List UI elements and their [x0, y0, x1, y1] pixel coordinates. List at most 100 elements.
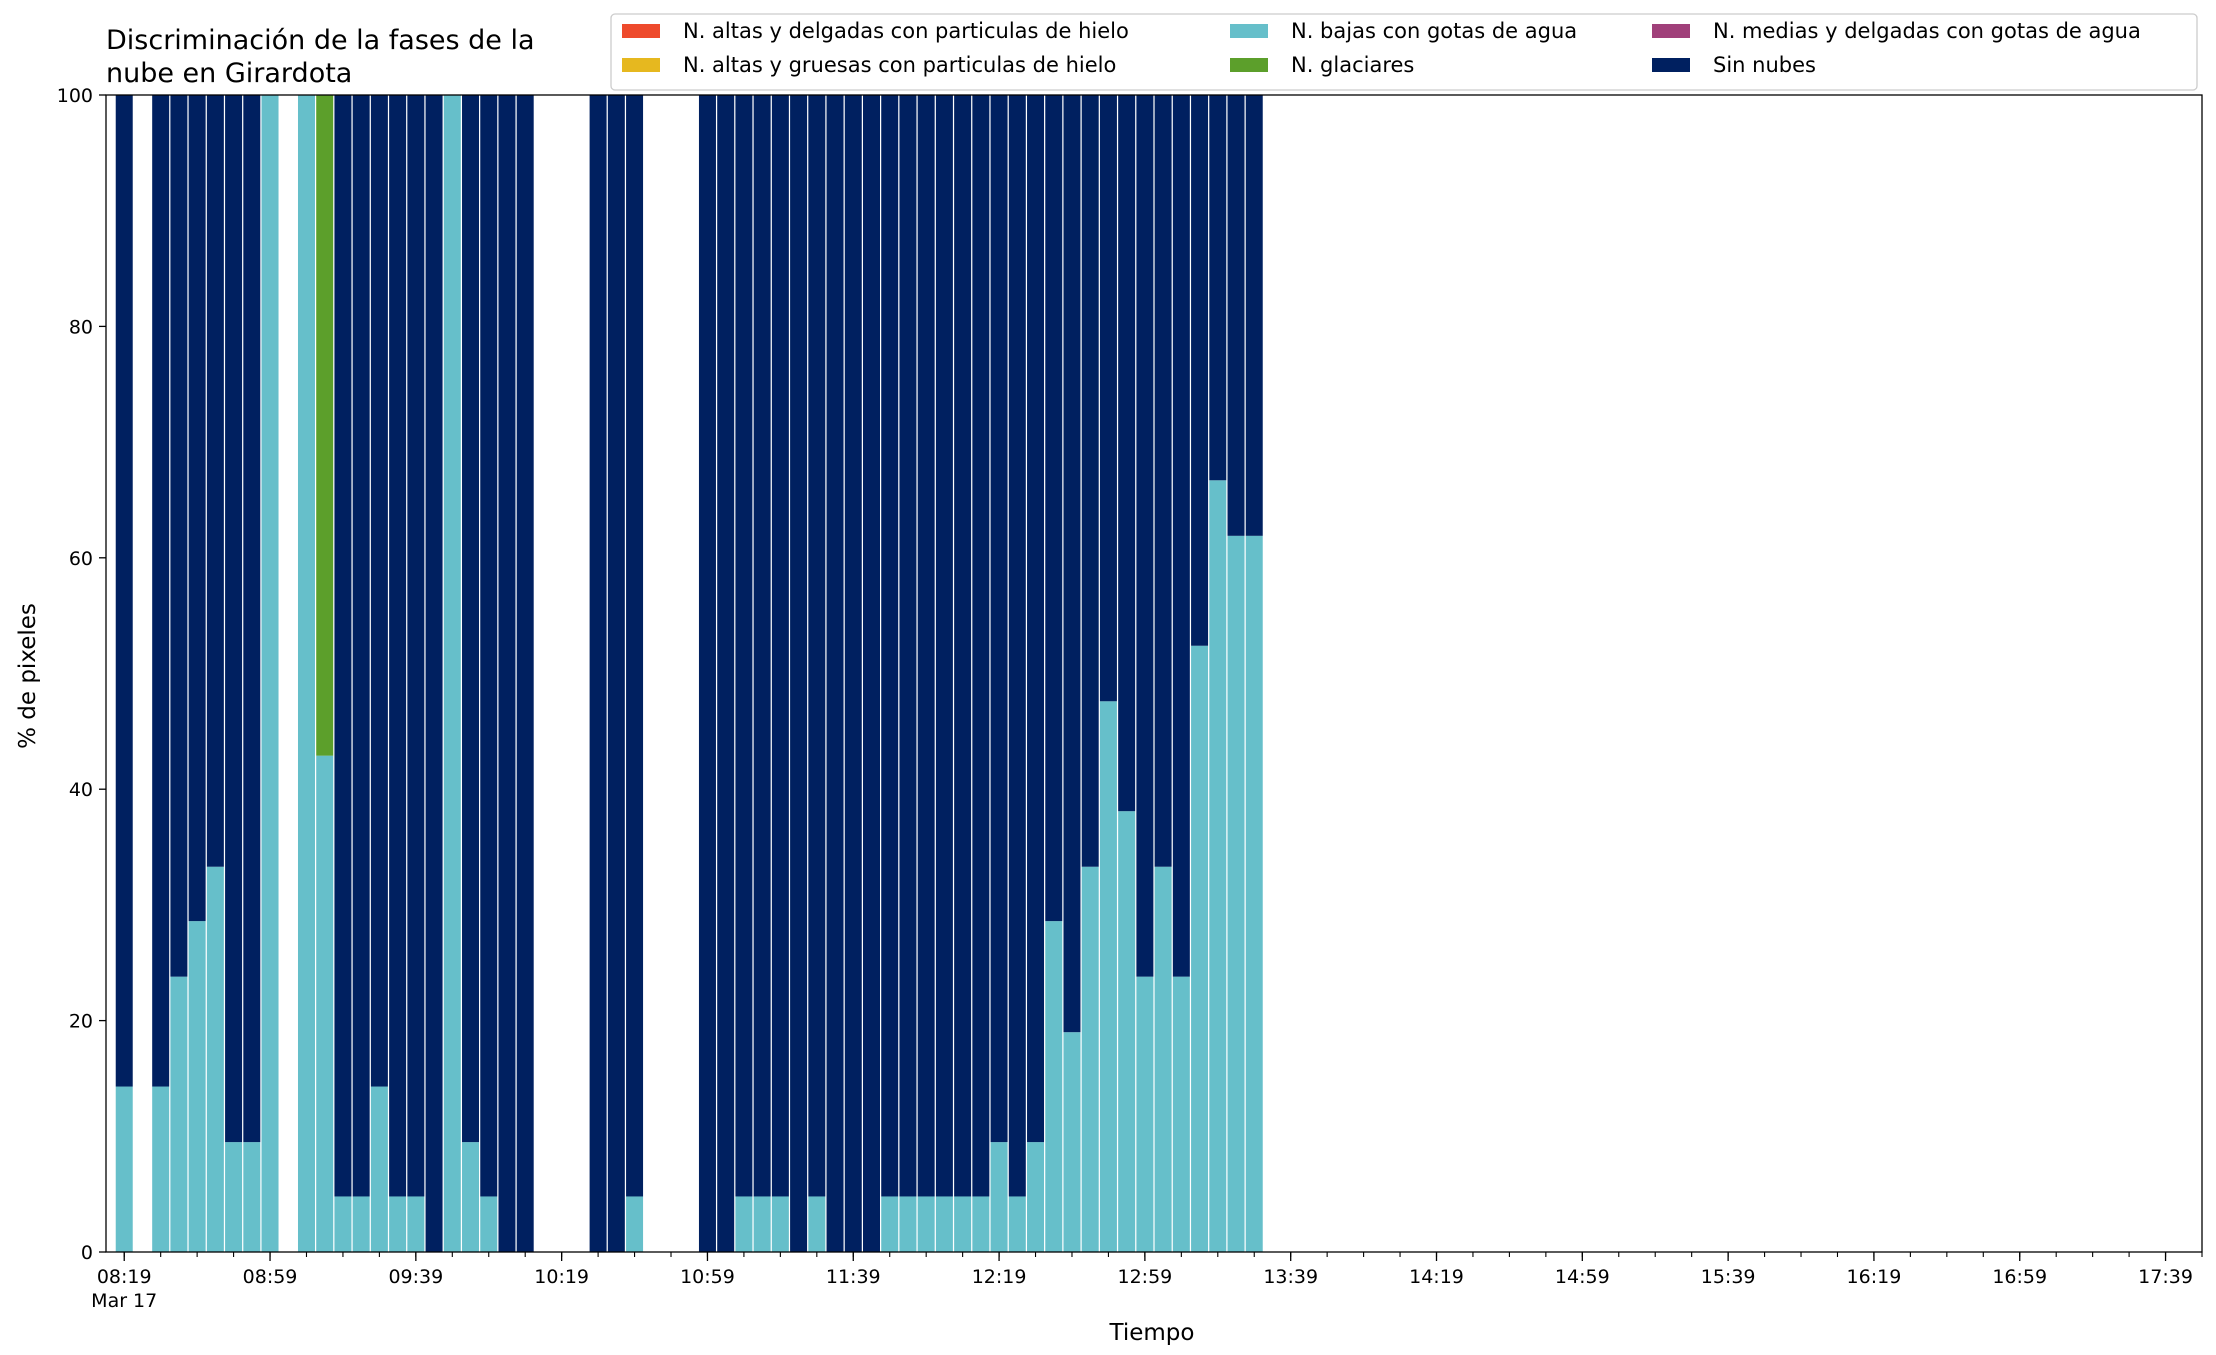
x-tick-label: 08:59 [243, 1266, 298, 1288]
bar-segment [1063, 1032, 1081, 1252]
bar-segment [152, 1086, 170, 1252]
bar-segment [1081, 866, 1099, 1252]
bar-segment [972, 1196, 990, 1252]
bar-segment [225, 1142, 243, 1252]
bar-segment [626, 1196, 644, 1252]
bar-segment [917, 1196, 935, 1252]
bar-segment [152, 95, 170, 1087]
bar-segment [808, 95, 826, 1197]
bar-segment [826, 95, 844, 1252]
bar-segment [735, 95, 753, 1197]
chart-title-line-1: Discriminación de la fases de la [106, 25, 535, 56]
bar-segment [790, 95, 808, 1252]
legend-frame [610, 13, 2198, 91]
x-tick-label: 10:59 [680, 1266, 735, 1288]
legend-swatch [1652, 58, 1690, 72]
bar-segment [626, 95, 644, 1197]
bar-segment [188, 95, 206, 922]
bar-segment [1045, 95, 1063, 922]
x-tick-label: 12:59 [1118, 1266, 1173, 1288]
bar-segment [753, 95, 771, 1197]
bar-segment [917, 95, 935, 1197]
bar-segment [972, 95, 990, 1197]
bar-segment [881, 95, 899, 1197]
bar-segment [717, 95, 735, 1252]
legend-swatch [1230, 24, 1268, 38]
bar-segment [206, 866, 224, 1252]
bar-segment [352, 1196, 370, 1252]
bar-segment [1027, 1142, 1045, 1252]
bar-segment [1209, 480, 1227, 1252]
bar-segment [1099, 701, 1117, 1252]
bar-segment [370, 95, 388, 1087]
legend-swatch [1652, 24, 1690, 38]
y-axis-label: % de pixeles [15, 603, 41, 749]
legend-swatch [1230, 58, 1268, 72]
bar-segment [1118, 95, 1136, 812]
bar-segment [462, 95, 480, 1143]
bar-segment [462, 1142, 480, 1252]
bar-segment [261, 95, 279, 1252]
legend-label: Sin nubes [1713, 53, 1816, 77]
legend-label: N. glaciares [1291, 53, 1414, 77]
x-tick-label: 12:19 [972, 1266, 1027, 1288]
bar-segment [115, 95, 133, 1087]
x-tick-label: 15:39 [1701, 1266, 1756, 1288]
bar-segment [863, 95, 880, 1252]
bar-segment [1172, 976, 1190, 1252]
bar-segment [443, 95, 461, 1252]
x-tick-label: 16:59 [1992, 1266, 2047, 1288]
bar-segment [881, 1196, 899, 1252]
bar-segment [1099, 95, 1117, 702]
bar-segment [1154, 866, 1172, 1252]
bar-segment [170, 976, 188, 1252]
y-tick-label: 100 [57, 85, 93, 107]
y-tick-label: 20 [69, 1011, 93, 1033]
bar-segment [844, 95, 862, 1252]
legend: N. altas y delgadas con particulas de hi… [610, 13, 2198, 91]
x-tick-label: 08:19 [97, 1266, 152, 1288]
bar-segment [1245, 95, 1263, 536]
x-tick-label: 09:39 [388, 1266, 443, 1288]
bar-segment [1227, 95, 1245, 536]
bar-segment [407, 95, 425, 1197]
bar-segment [1008, 95, 1026, 1197]
bars-group [115, 95, 1263, 1252]
bar-segment [334, 95, 352, 1197]
bar-segment [1209, 95, 1227, 481]
legend-label: N. altas y delgadas con particulas de hi… [683, 19, 1129, 43]
bar-segment [170, 95, 188, 977]
bar-segment [1008, 1196, 1026, 1252]
bar-segment [316, 755, 334, 1252]
bar-segment [334, 1196, 352, 1252]
bar-segment [188, 921, 206, 1252]
x-tick-label: 10:19 [534, 1266, 589, 1288]
bar-segment [115, 1086, 133, 1252]
bar-segment [1063, 95, 1081, 1033]
bar-segment [935, 1196, 953, 1252]
bar-segment [771, 1196, 789, 1252]
bar-segment [1136, 95, 1154, 977]
bar-segment [480, 95, 498, 1197]
x-tick-label: 17:39 [2138, 1266, 2193, 1288]
bar-segment [990, 95, 1008, 1143]
legend-label: N. bajas con gotas de agua [1291, 19, 1577, 43]
bar-segment [316, 95, 334, 756]
bar-segment [425, 95, 443, 1252]
bar-segment [808, 1196, 826, 1252]
y-tick-label: 40 [69, 779, 93, 801]
bar-segment [389, 95, 407, 1197]
bar-segment [370, 1086, 388, 1252]
legend-swatch [622, 24, 660, 38]
bar-segment [899, 95, 917, 1197]
bar-segment [243, 95, 261, 1143]
bar-segment [1191, 95, 1209, 646]
bar-segment [1027, 95, 1045, 1143]
bar-segment [753, 1196, 771, 1252]
bar-segment [1118, 811, 1136, 1252]
bar-segment [1081, 95, 1099, 867]
legend-label: N. altas y gruesas con particulas de hie… [683, 53, 1116, 77]
bar-segment [1245, 535, 1263, 1252]
bar-segment [1172, 95, 1190, 977]
bar-segment [352, 95, 370, 1197]
